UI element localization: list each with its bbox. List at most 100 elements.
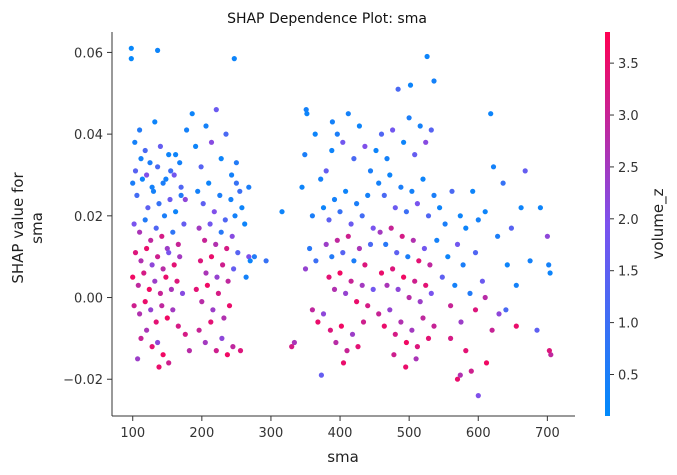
scatter-point [142,217,148,223]
scatter-point [243,274,249,280]
scatter-point [323,168,329,174]
scatter-point [409,327,415,333]
colorbar: 0.5 1.0 1.5 2.0 2.5 3.0 3.5 volume_z [605,32,668,416]
scatter-point [138,335,144,341]
scatter-point [155,164,161,170]
scatter-point [312,131,318,137]
scatter-point [289,344,295,350]
scatter-point [546,348,553,354]
scatter-point [166,360,172,366]
data-points [128,45,554,399]
scatter-point [344,348,350,354]
scatter-point [318,176,324,182]
scatter-point [392,331,398,337]
x-tick-label: 100 [120,426,145,441]
scatter-point [320,205,327,211]
scatter-point [302,152,308,158]
scatter-point [425,335,432,341]
scatter-point [496,311,502,317]
scatter-point [410,237,416,243]
scatter-point [213,241,219,247]
scatter-point [221,315,227,321]
scatter-point [420,315,426,321]
y-axis-ticks: −0.02 0.00 0.02 0.04 0.06 [63,46,112,388]
scatter-point [401,139,407,145]
scatter-point [204,282,210,288]
scatter-point [454,241,461,247]
scatter-point [182,196,188,203]
scatter-point [163,176,169,182]
scatter-point [414,344,420,350]
scatter-point [215,290,221,296]
scatter-point [383,241,389,247]
scatter-point [362,262,368,268]
scatter-point [220,262,226,268]
scatter-point [218,229,224,235]
scatter-point [155,254,161,260]
scatter-point [390,266,396,272]
scatter-point [309,213,315,219]
scatter-point [454,376,461,382]
colorbar-label: volume_z [649,188,668,259]
scatter-point [513,282,519,288]
scatter-point [161,213,168,219]
scatter-point [208,319,214,325]
scatter-point [223,131,229,137]
scatter-point [147,160,153,166]
scatter-point [213,107,219,113]
scatter-point [233,160,239,166]
scatter-point [472,307,479,313]
scatter-point [155,47,161,54]
scatter-point [326,274,332,280]
scatter-point [326,217,332,223]
scatter-point [333,339,339,346]
scatter-point [518,205,524,211]
scatter-point [144,327,150,333]
scatter-point [405,254,411,260]
scatter-point [149,262,155,268]
scatter-point [184,127,190,133]
scatter-point [167,196,173,203]
scatter-point [387,307,393,313]
scatter-point [130,180,136,186]
scatter-point [345,233,351,239]
scatter-point [359,282,365,288]
scatter-point [479,278,485,284]
scatter-point [423,139,429,145]
scatter-point [356,245,362,252]
scatter-point [337,270,343,276]
scatter-point [546,262,552,268]
scatter-point [232,213,238,219]
scatter-point [458,319,464,325]
scatter-point [242,221,248,227]
scatter-point [449,188,455,194]
scatter-point [178,184,184,190]
scatter-point [225,278,231,284]
scatter-point [168,286,174,292]
scatter-point [174,278,180,284]
scatter-point [222,217,228,223]
scatter-point [152,278,158,284]
scatter-point [370,225,376,231]
scatter-point [468,368,474,374]
scatter-point [475,393,481,399]
scatter-point [229,172,235,178]
scatter-point [219,335,225,341]
scatter-point [463,348,469,354]
scatter-point [370,286,376,292]
scatter-point [251,254,257,260]
scatter-point [503,307,509,313]
scatter-point [504,262,510,268]
scatter-point [291,339,297,346]
scatter-point [318,372,324,378]
scatter-point [156,201,162,207]
scatter-point [246,184,252,190]
scatter-point [434,237,440,243]
scatter-point [348,221,354,227]
scatter-point [327,327,333,333]
scatter-point [355,344,361,350]
scatter-point [367,241,374,247]
scatter-point [315,319,321,325]
scatter-point [142,299,148,305]
scatter-point [394,250,400,256]
